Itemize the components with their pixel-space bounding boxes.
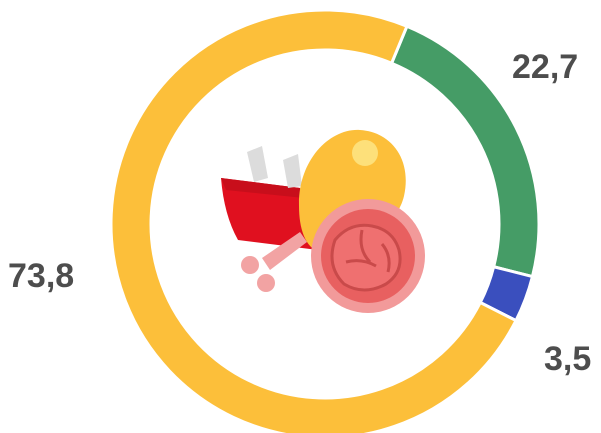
donut-slice-3 xyxy=(109,8,518,433)
data-label-slice-1: 22,7 xyxy=(512,48,578,86)
data-label-slice-3: 73,8 xyxy=(8,257,74,295)
meat-icon xyxy=(221,129,425,313)
value-labels: 22,7 3,5 73,8 xyxy=(8,48,591,378)
donut-slices xyxy=(109,8,541,433)
data-label-slice-2: 3,5 xyxy=(544,340,591,378)
